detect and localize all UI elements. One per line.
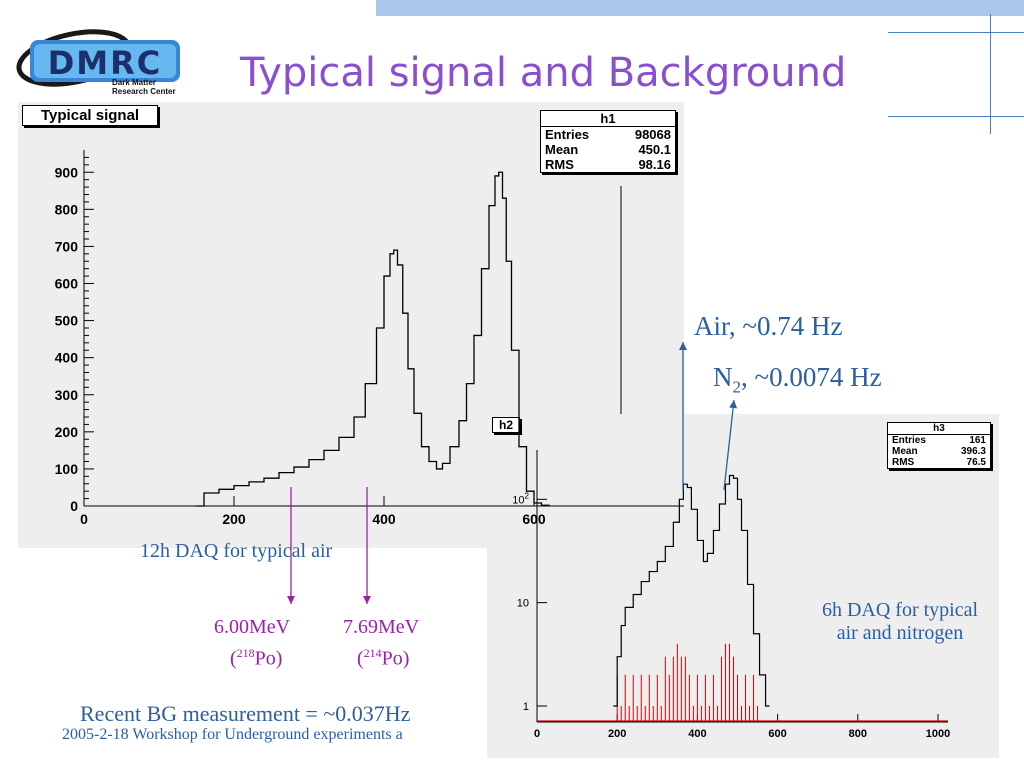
stats-key: Entries bbox=[892, 435, 926, 446]
stats-title: h1 bbox=[541, 111, 675, 127]
x-tick-label: 800 bbox=[849, 728, 867, 740]
x-tick-label: 0 bbox=[80, 511, 88, 527]
hist-label-bg: h2 bbox=[492, 417, 521, 433]
stats-value: 450.1 bbox=[638, 142, 671, 157]
x-tick-label: 400 bbox=[372, 511, 396, 527]
y-tick-label: 300 bbox=[55, 387, 79, 403]
svg-text:DMRC: DMRC bbox=[48, 44, 163, 82]
stats-value: 161 bbox=[969, 435, 986, 446]
decor-line bbox=[888, 32, 1024, 33]
hist-label-signal: Typical signal bbox=[22, 105, 159, 126]
x-tick-label: 400 bbox=[688, 728, 706, 740]
page-title: Typical signal and Background bbox=[240, 50, 847, 96]
y-tick-label: 10 bbox=[517, 598, 529, 610]
annotation-daq-12h: 12h DAQ for typical air bbox=[140, 540, 333, 562]
stats-key: Entries bbox=[545, 127, 590, 142]
series-line bbox=[196, 171, 550, 507]
decor-line bbox=[888, 116, 1024, 117]
energy-218-isotope: (218Po) bbox=[230, 646, 283, 670]
y-tick-label: 900 bbox=[55, 164, 79, 180]
accent-bar bbox=[376, 0, 1024, 16]
logo-subtitle-line1: Dark Matter bbox=[112, 78, 157, 87]
annotation-recent-bg: Recent BG measurement = ~0.037Hz bbox=[80, 701, 411, 726]
annotation-daq-6h-line2: air and nitrogen bbox=[836, 622, 964, 644]
x-tick-label: 200 bbox=[608, 728, 626, 740]
stats-box-h3: h3 Entries 161 Mean 396.3 RMS 76.5 bbox=[887, 422, 991, 469]
y-tick-label: 500 bbox=[55, 313, 79, 329]
arrow-n2 bbox=[723, 399, 735, 491]
stats-key: Mean bbox=[892, 446, 918, 457]
stats-key: RMS bbox=[545, 157, 574, 172]
y-tick-label: 1 bbox=[523, 701, 529, 713]
y-tick-label: 100 bbox=[55, 461, 79, 477]
series-line-nitrogen bbox=[616, 643, 759, 721]
y-tick-label: 200 bbox=[55, 424, 79, 440]
stats-row: Entries 161 bbox=[888, 435, 990, 446]
dmrc-logo: DMRC Dark Matter Research Center bbox=[12, 22, 202, 106]
y-tick-label: 0 bbox=[70, 498, 78, 514]
y-tick-label: 102 bbox=[512, 491, 529, 506]
energy-218-value: 6.00MeV bbox=[214, 616, 291, 638]
arrow-air-head bbox=[679, 342, 687, 350]
stats-value: 396.3 bbox=[960, 446, 986, 457]
arrow-214po-head bbox=[363, 596, 371, 604]
annotation-air-rate: Air, ~0.74 Hz bbox=[694, 311, 843, 341]
decor-line bbox=[990, 14, 991, 134]
y-tick-label: 400 bbox=[55, 350, 79, 366]
stats-value: 98.16 bbox=[638, 157, 671, 172]
stats-row: RMS 98.16 bbox=[541, 157, 675, 172]
x-tick-label: 600 bbox=[768, 728, 786, 740]
stats-value: 76.5 bbox=[966, 457, 986, 468]
y-tick-label: 600 bbox=[55, 276, 79, 292]
stats-row: Entries 98068 bbox=[541, 127, 675, 142]
annotation-daq-6h: 6h DAQ for typical air and nitrogen bbox=[800, 599, 1000, 645]
x-tick-label: 0 bbox=[534, 728, 540, 740]
y-tick-label: 800 bbox=[55, 201, 79, 217]
energy-214-value: 7.69MeV bbox=[343, 616, 420, 638]
x-tick-label: 200 bbox=[222, 511, 246, 527]
x-tick-label: 1000 bbox=[926, 728, 950, 740]
stats-value: 98068 bbox=[634, 127, 671, 142]
annotation-n2-rate: N2, ~0.0074 Hz bbox=[713, 362, 882, 397]
stats-key: Mean bbox=[545, 142, 579, 157]
arrow-n2-head bbox=[729, 400, 738, 409]
stats-row: Mean 450.1 bbox=[541, 142, 675, 157]
chart-panel-background bbox=[487, 414, 999, 758]
x-tick-label: 600 bbox=[522, 511, 546, 527]
y-tick-label: 700 bbox=[55, 238, 79, 254]
arrow-218po-head bbox=[287, 596, 295, 604]
logo-subtitle-line2: Research Center bbox=[112, 87, 176, 96]
stats-row: RMS 76.5 bbox=[888, 457, 990, 468]
stats-row: Mean 396.3 bbox=[888, 446, 990, 457]
slide-footer: 2005-2-18 Workshop for Underground exper… bbox=[62, 726, 403, 743]
stats-title: h3 bbox=[888, 423, 990, 435]
stats-box-h1: h1 Entries 98068 Mean 450.1 RMS 98.16 bbox=[540, 110, 676, 173]
annotation-daq-6h-line1: 6h DAQ for typical bbox=[821, 599, 979, 621]
energy-214-isotope: (214Po) bbox=[357, 646, 410, 670]
stats-key: RMS bbox=[892, 457, 915, 468]
series-line-air bbox=[613, 474, 770, 707]
